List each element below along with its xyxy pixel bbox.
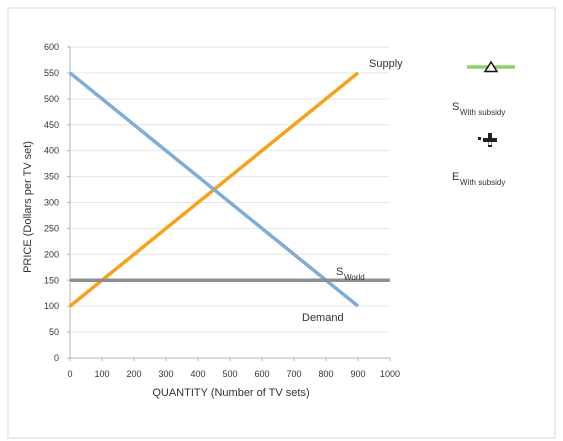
y-tick-label: 600 [44,42,59,52]
series-line-demand[interactable] [68,71,360,308]
x-tick-label: 200 [126,369,141,379]
x-tick-label: 100 [94,369,109,379]
y-tick-label: 300 [44,198,59,208]
x-tick-label: 700 [286,369,301,379]
x-tick-label: 800 [318,369,333,379]
y-tick-label: 100 [44,301,59,311]
svg-text:S: S [452,101,459,113]
x-axis-label: QUANTITY (Number of TV sets) [152,387,309,399]
y-tick-label: 450 [44,120,59,130]
y-tick-label: 350 [44,172,59,182]
svg-text:World: World [344,273,365,282]
svg-text:With subsidy: With subsidy [460,108,505,117]
y-tick-label: 400 [44,146,59,156]
y-tick-label: 500 [44,94,59,104]
svg-text:With subsidy: With subsidy [460,178,505,187]
x-tick-label: 400 [190,369,205,379]
y-tick-labels: 0 50 100 150 200 250 300 350 400 450 500 550 600 [44,42,59,363]
x-tick-label: 900 [350,369,365,379]
x-tick-label: 1000 [380,369,400,379]
x-tick-label: 600 [254,369,269,379]
legend-subsidy-equilibrium[interactable]: E With subsidy [452,133,505,187]
chart-frame [7,7,556,439]
y-tick-label: 550 [44,68,59,78]
y-tick-label: 50 [49,327,59,337]
y-tick-label: 150 [44,275,59,285]
y-tick-label: 250 [44,223,59,233]
y-tick-label: 200 [44,249,59,259]
grid [70,46,390,333]
x-tick-label: 0 [67,369,72,379]
svg-text:S: S [336,266,343,278]
demand-label: Demand [302,312,344,324]
x-tick-label: 300 [158,369,173,379]
svg-text:E: E [452,171,459,183]
y-axis-label: PRICE (Dollars per TV set) [22,141,34,273]
triangle-marker-icon [483,60,499,73]
supply-label: Supply [369,58,403,70]
cross-marker-icon [478,133,497,147]
x-tick-labels: 0 100 200 300 400 500 600 700 800 900 1000 [67,369,400,379]
world-supply-label: S World [336,266,365,282]
series-lines[interactable] [68,71,390,308]
y-tick-label: 0 [54,353,59,363]
legend-subsidy-supply[interactable]: S With subsidy [452,60,515,117]
x-tick-label: 500 [222,369,237,379]
